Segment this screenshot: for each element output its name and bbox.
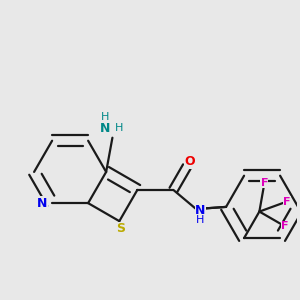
Text: N: N xyxy=(99,122,110,135)
Text: O: O xyxy=(185,155,195,168)
Text: F: F xyxy=(283,197,290,207)
Text: N: N xyxy=(37,196,47,210)
Text: S: S xyxy=(116,223,125,236)
Text: F: F xyxy=(261,178,268,188)
Text: H: H xyxy=(100,112,109,122)
Text: H: H xyxy=(196,215,204,225)
Text: F: F xyxy=(281,221,288,231)
Text: N: N xyxy=(195,203,205,217)
Text: H: H xyxy=(115,123,123,133)
